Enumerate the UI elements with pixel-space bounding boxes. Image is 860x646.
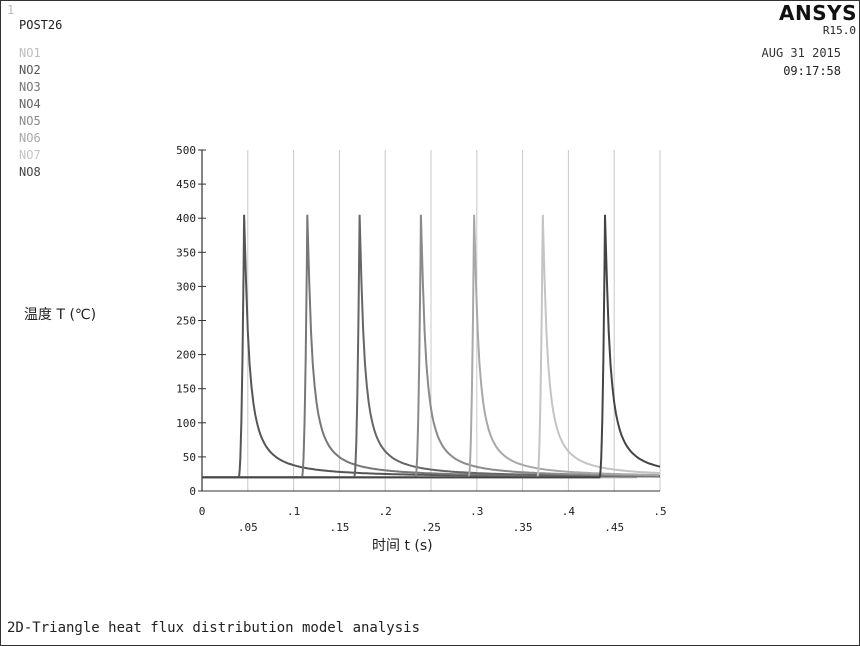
x-tick-label-2: .1	[287, 505, 300, 518]
y-axis-label: 温度 T (℃)	[24, 307, 97, 323]
x-tick-label-0: 0	[199, 505, 206, 518]
date-label: AUG 31 2015	[761, 46, 841, 60]
x-tick-label-4: .2	[379, 505, 392, 518]
series-line-no8	[202, 214, 661, 479]
legend-item-no8: NO8	[19, 165, 41, 179]
y-tick-label-350: 350	[176, 246, 196, 259]
legend-item-no3: NO3	[19, 80, 41, 94]
y-tick-label-500: 500	[176, 144, 196, 157]
y-tick-label-450: 450	[176, 178, 196, 191]
plot-caption: 2D-Triangle heat flux distribution model…	[7, 620, 421, 636]
x-tick-label-3: .15	[329, 521, 349, 534]
x-tick-label-1: .05	[238, 521, 258, 534]
legend: NO1 NO2 NO3 NO4 NO5 NO6 NO7 NO8	[19, 45, 41, 181]
y-tick-label-400: 400	[176, 212, 196, 225]
x-tick-label-10: .5	[653, 505, 666, 518]
legend-item-no4: NO4	[19, 97, 41, 111]
series-line-no6	[202, 214, 660, 479]
chart-ticks: 0 50 100 150 200 250 300 350 400 450 500 0 .05 .1 .15.…	[176, 144, 667, 534]
x-axis-label: 时间 t (s)	[372, 538, 433, 554]
x-tick-label-6: .3	[470, 505, 483, 518]
legend-item-no1: NO1	[19, 46, 41, 60]
y-tick-label-200: 200	[176, 349, 196, 362]
ansys-logo: ANSYS	[778, 1, 857, 25]
x-tick-label-8: .4	[562, 505, 576, 518]
series-line-no5	[202, 214, 660, 479]
y-tick-label-150: 150	[176, 383, 196, 396]
chart-series	[202, 214, 661, 479]
y-tick-label-0: 0	[189, 485, 196, 498]
release-label: R15.0	[822, 24, 856, 37]
x-tick-label-7: .35	[513, 521, 533, 534]
legend-item-no5: NO5	[19, 114, 41, 128]
series-line-no7	[202, 214, 661, 479]
y-tick-label-100: 100	[176, 417, 196, 430]
time-label: 09:17:58	[783, 64, 841, 78]
y-tick-label-50: 50	[183, 451, 196, 464]
program-label: POST26	[19, 18, 63, 32]
legend-item-no2: NO2	[19, 63, 41, 77]
y-tick-label-250: 250	[176, 315, 196, 328]
legend-item-no6: NO6	[19, 131, 41, 145]
window-number: 1	[7, 3, 15, 17]
legend-item-no7: NO7	[19, 148, 41, 162]
x-tick-label-5: .25	[421, 521, 441, 534]
y-tick-label-300: 300	[176, 280, 196, 293]
x-tick-label-9: .45	[604, 521, 624, 534]
